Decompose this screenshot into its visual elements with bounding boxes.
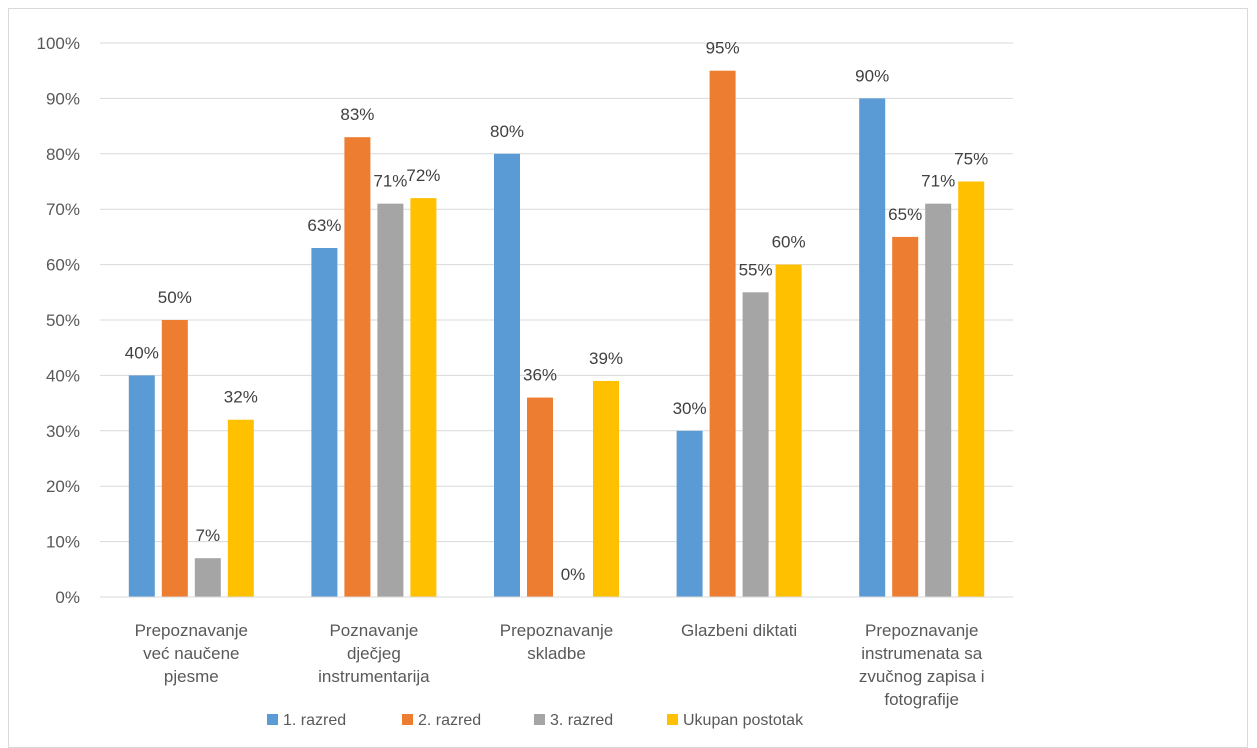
data-label: 40% <box>125 343 159 362</box>
bar <box>958 181 985 597</box>
data-label: 55% <box>739 260 773 279</box>
x-category-label: Prepoznavanje već naučene pjesme <box>135 621 248 686</box>
data-label: 39% <box>589 349 623 368</box>
data-label: 75% <box>954 150 988 169</box>
bar <box>775 264 802 597</box>
bar <box>892 236 919 597</box>
bar <box>676 430 703 597</box>
bar <box>593 380 619 597</box>
bar <box>227 419 254 597</box>
bar <box>161 320 188 597</box>
legend-label: Ukupan postotak <box>683 712 804 729</box>
y-tick-label: 90% <box>46 89 80 108</box>
y-tick-label: 50% <box>46 311 80 330</box>
bar <box>709 70 736 597</box>
bar <box>742 292 769 597</box>
data-label: 0% <box>561 565 586 584</box>
data-label: 83% <box>340 105 374 124</box>
legend-swatch <box>667 714 678 725</box>
y-tick-label: 30% <box>46 422 80 441</box>
data-label: 7% <box>196 526 221 545</box>
bar <box>344 137 371 597</box>
bar <box>194 558 221 597</box>
data-label: 71% <box>921 172 955 191</box>
data-label: 60% <box>772 233 806 252</box>
legend-swatch <box>267 714 278 725</box>
bar <box>410 198 437 597</box>
legend-swatch <box>534 714 545 725</box>
data-label: 36% <box>523 366 557 385</box>
bar <box>494 153 520 598</box>
y-tick-label: 40% <box>46 366 80 385</box>
y-tick-label: 70% <box>46 200 80 219</box>
bar <box>311 247 338 598</box>
data-label: 71% <box>373 172 407 191</box>
legend-label: 1. razred <box>283 712 346 729</box>
legend-label: 3. razred <box>550 712 613 729</box>
legend-label: 2. razred <box>418 712 481 729</box>
legend-swatch <box>402 714 413 725</box>
data-label: 95% <box>706 39 740 58</box>
x-category-label: Prepoznavanje instrumenata sa zvučnog zapi… <box>859 621 985 709</box>
data-label: 50% <box>158 288 192 307</box>
y-tick-label: 10% <box>46 533 80 552</box>
bar <box>527 397 553 597</box>
bar <box>859 98 886 598</box>
data-label: 63% <box>307 216 341 235</box>
y-tick-label: 20% <box>46 477 80 496</box>
bar <box>128 375 155 597</box>
data-label: 30% <box>673 399 707 418</box>
y-tick-label: 80% <box>46 145 80 164</box>
chart-frame <box>8 8 1248 748</box>
data-label: 90% <box>855 66 889 85</box>
bar <box>925 203 952 597</box>
data-label: 65% <box>888 205 922 224</box>
bar <box>377 203 404 597</box>
data-label: 80% <box>490 122 524 141</box>
x-category-label: Prepoznavanje skladbe <box>500 621 613 663</box>
data-label: 32% <box>224 388 258 407</box>
y-tick-label: 60% <box>46 256 80 275</box>
x-category-label: Glazbeni diktati <box>681 621 797 640</box>
data-label: 72% <box>406 166 440 185</box>
x-category-label: Poznavanje dječjeg instrumentarija <box>318 621 430 686</box>
y-tick-label: 0% <box>55 588 80 607</box>
y-tick-label: 100% <box>37 34 80 53</box>
